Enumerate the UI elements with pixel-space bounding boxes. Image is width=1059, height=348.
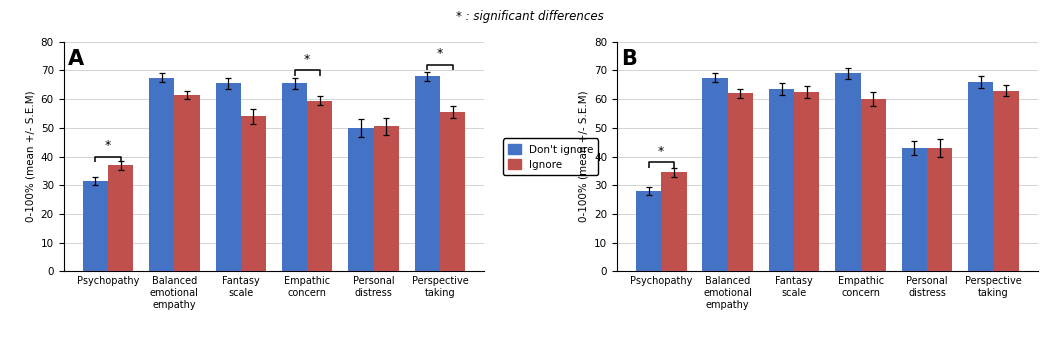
Bar <box>83 181 108 271</box>
Bar <box>794 92 820 271</box>
Bar <box>307 101 333 271</box>
Bar <box>861 99 885 271</box>
Bar <box>769 89 794 271</box>
Text: B: B <box>622 49 636 69</box>
Bar <box>216 84 240 271</box>
Bar <box>240 116 266 271</box>
Bar <box>702 78 728 271</box>
Bar <box>902 148 927 271</box>
Y-axis label: 0-100% (mean +/- S.E.M): 0-100% (mean +/- S.E.M) <box>25 91 35 222</box>
Text: A: A <box>68 49 84 69</box>
Legend: Don't ignore, Ignore: Don't ignore, Ignore <box>503 139 598 175</box>
Bar <box>175 95 199 271</box>
Bar <box>348 128 374 271</box>
Text: *: * <box>105 139 111 152</box>
Bar <box>661 172 686 271</box>
Bar <box>415 76 441 271</box>
Bar <box>836 73 861 271</box>
Bar <box>927 148 952 271</box>
Text: *: * <box>437 47 444 61</box>
Bar <box>149 78 175 271</box>
Y-axis label: 0-100% (mean +/- S.E.M): 0-100% (mean +/- S.E.M) <box>578 91 589 222</box>
Bar <box>374 126 399 271</box>
Bar <box>636 191 661 271</box>
Bar <box>993 90 1019 271</box>
Bar <box>441 112 465 271</box>
Bar <box>282 84 307 271</box>
Bar <box>968 82 993 271</box>
Text: * : significant differences: * : significant differences <box>455 10 604 23</box>
Text: *: * <box>658 145 664 158</box>
Text: *: * <box>304 53 310 66</box>
Bar <box>108 165 133 271</box>
Bar <box>728 93 753 271</box>
